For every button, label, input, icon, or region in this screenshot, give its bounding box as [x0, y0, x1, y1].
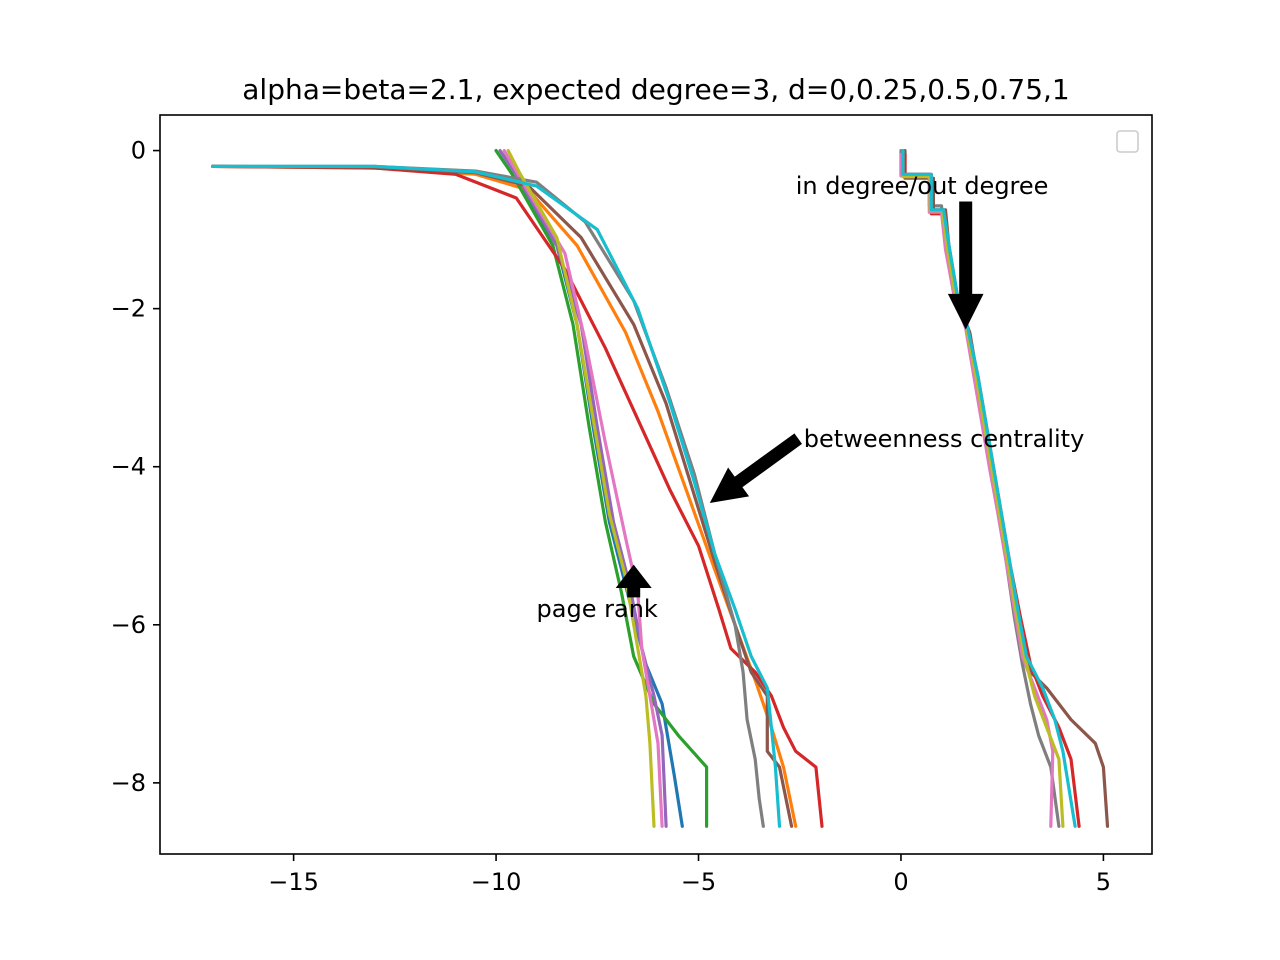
x-axis: −15 −10 −5 0 5: [268, 854, 1111, 896]
y-tick-label: −2: [111, 295, 146, 323]
series-line-7: [502, 149, 664, 828]
annotation-label: in degree/out degree: [796, 172, 1049, 200]
series-line-14: [899, 152, 1055, 828]
legend-box: [1116, 130, 1139, 153]
series-line-16: [901, 149, 1077, 828]
series-line-9: [506, 149, 656, 828]
series-line-10: [211, 164, 782, 828]
series-line-11: [899, 149, 1061, 828]
series-line-5: [498, 149, 668, 828]
y-tick-label: 0: [131, 137, 146, 165]
annotation-arrow: [947, 201, 984, 330]
x-tick-label: −10: [471, 868, 522, 896]
series-line-8: [211, 164, 765, 828]
y-axis: 0 −2 −4 −6 −8: [111, 137, 160, 797]
y-tick-label: −6: [111, 611, 146, 639]
series-line-12: [903, 149, 1110, 828]
annotation-arrow: [615, 564, 652, 598]
annotation-label: page rank: [537, 595, 658, 623]
plot-frame: [159, 114, 1153, 855]
series-line-2: [211, 164, 798, 828]
series-line-3: [494, 149, 709, 828]
x-tick-label: 5: [1096, 868, 1111, 896]
series-line-4: [211, 164, 824, 828]
y-tick-label: −8: [111, 769, 146, 797]
y-tick-label: −4: [111, 453, 146, 481]
x-tick-label: −5: [681, 868, 716, 896]
series-line-15: [901, 152, 1065, 828]
series-line-6: [211, 164, 794, 828]
annotation-arrow: [709, 433, 802, 503]
series-layer: [211, 149, 1110, 828]
x-tick-label: −15: [268, 868, 319, 896]
annotation-layer: in degree/out degree betweenness centrali…: [537, 172, 1085, 623]
annotation-label: betweenness centrality: [804, 425, 1085, 453]
chart-title: alpha=beta=2.1, expected degree=3, d=0,0…: [242, 73, 1069, 106]
x-tick-label: 0: [893, 868, 908, 896]
